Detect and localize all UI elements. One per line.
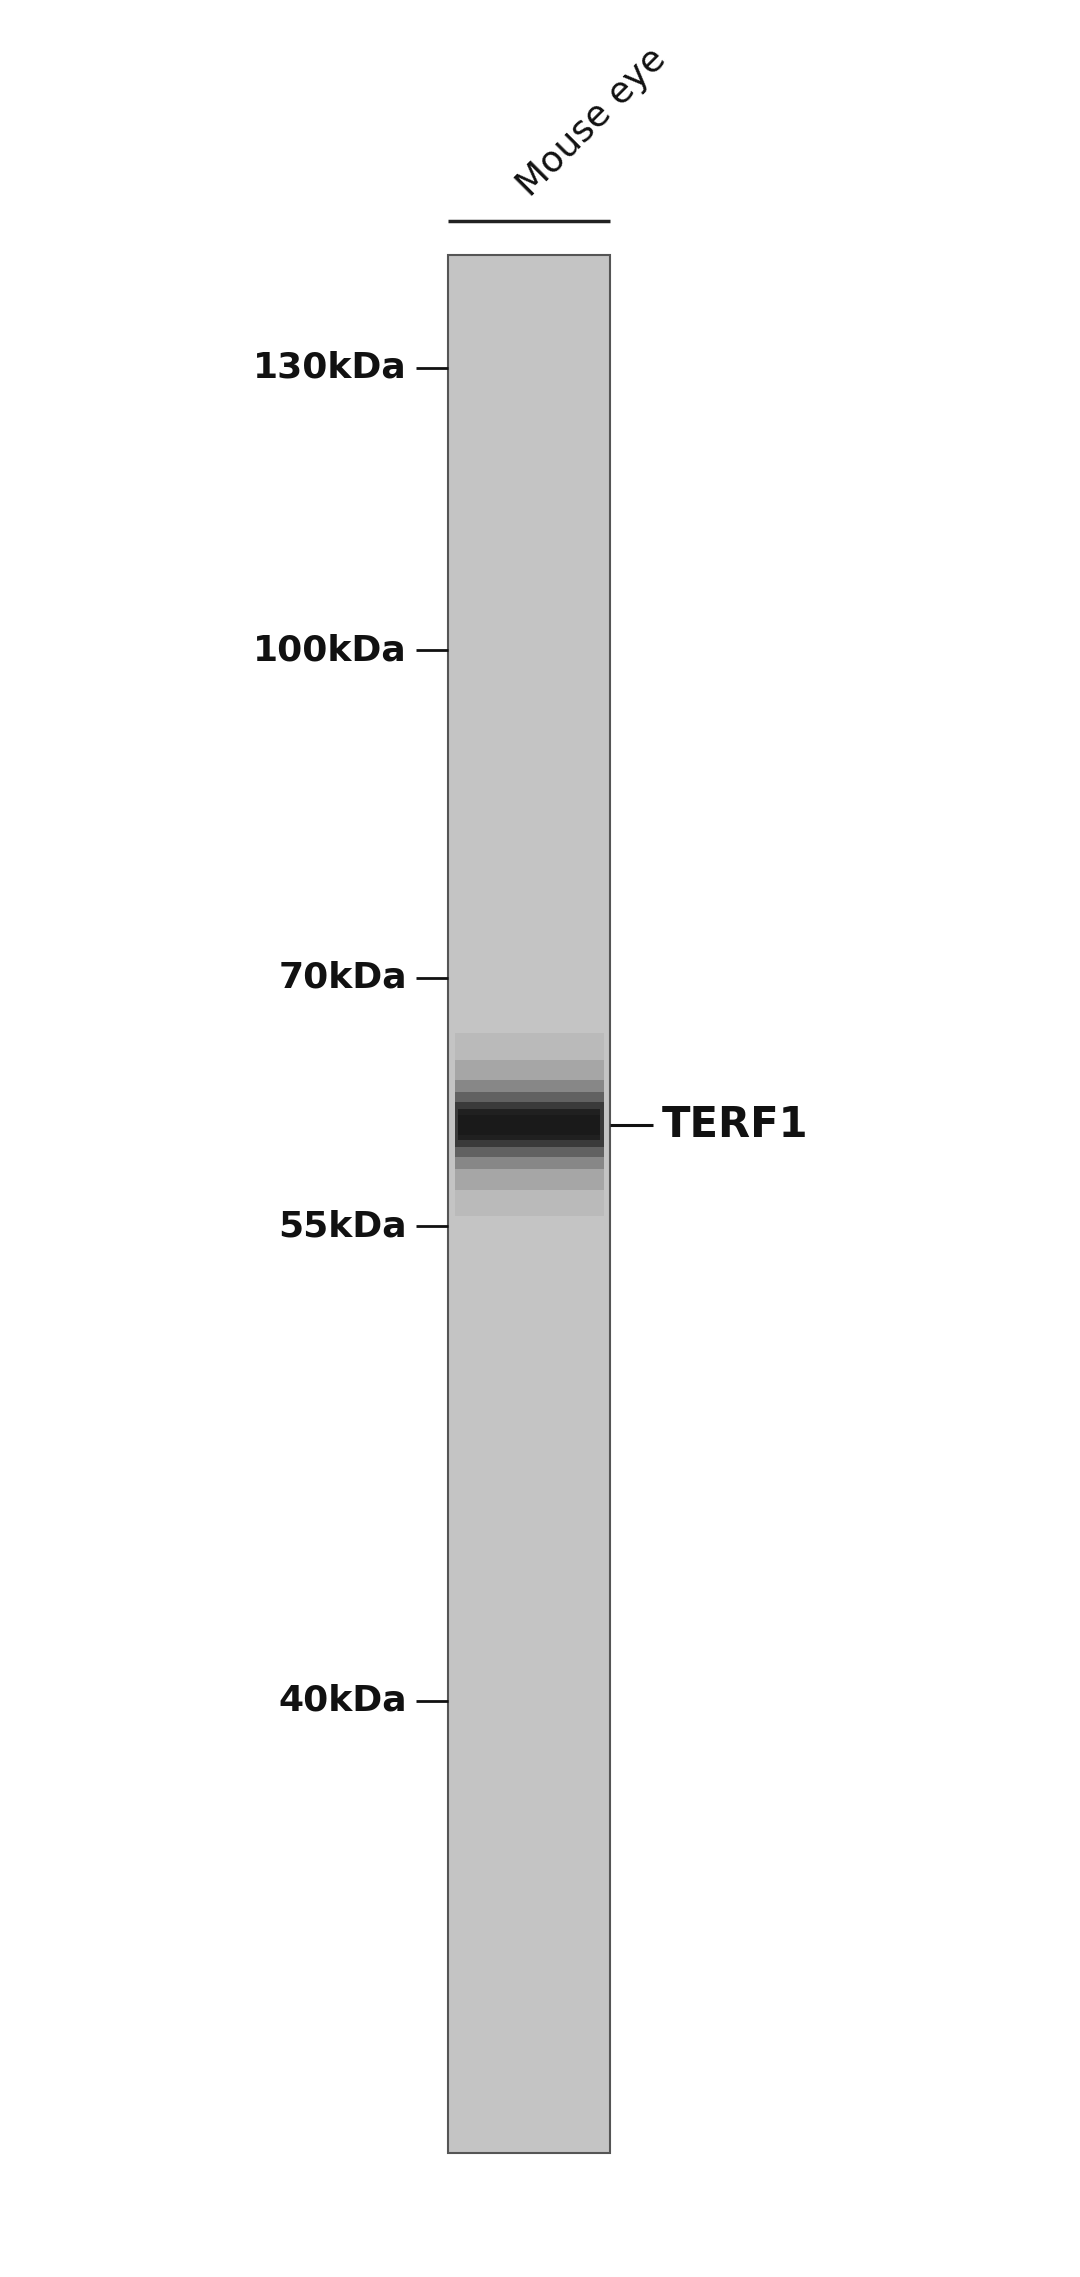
Text: 130kDa: 130kDa (254, 351, 407, 385)
Bar (455, 1034, 604, 1216)
Bar (448, 255, 610, 2152)
Bar (455, 1093, 604, 1157)
Bar (458, 1109, 600, 1141)
Bar (455, 1079, 604, 1170)
Text: 55kDa: 55kDa (279, 1209, 407, 1243)
Bar (458, 1113, 600, 1134)
Text: 100kDa: 100kDa (254, 633, 407, 667)
Bar (455, 1102, 604, 1148)
Text: Mouse eye: Mouse eye (511, 41, 672, 203)
Text: 40kDa: 40kDa (279, 1685, 407, 1717)
Bar (455, 1059, 604, 1191)
Text: 70kDa: 70kDa (279, 961, 407, 995)
Text: TERF1: TERF1 (662, 1104, 809, 1145)
